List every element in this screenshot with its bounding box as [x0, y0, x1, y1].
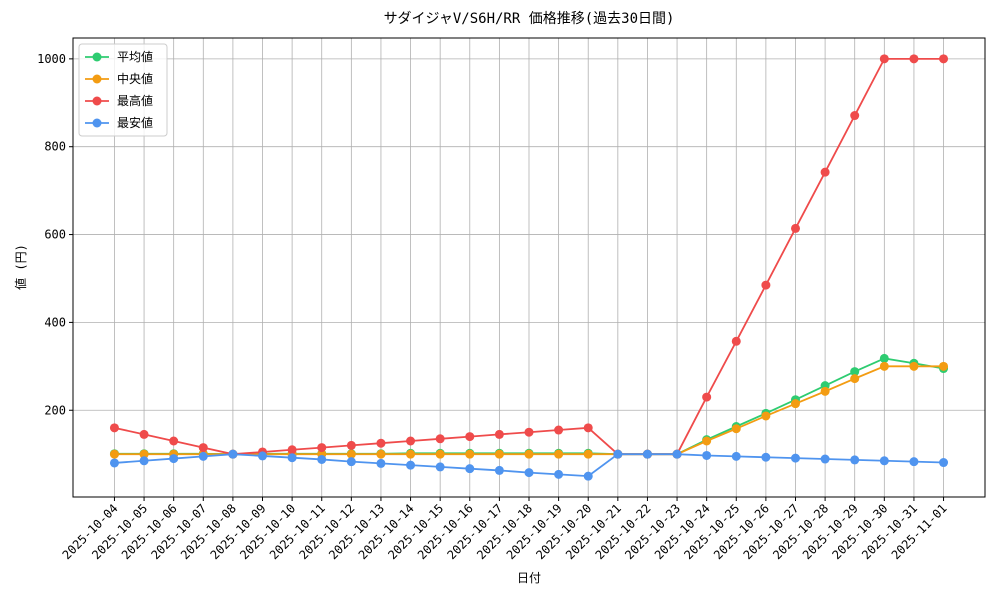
- data-point: [761, 411, 771, 421]
- y-tick-label: 800: [44, 140, 66, 154]
- data-point: [761, 280, 771, 290]
- legend-marker: [92, 52, 102, 62]
- plot-frame: [72, 37, 986, 498]
- data-point: [465, 449, 475, 459]
- data-point: [317, 454, 327, 464]
- data-point: [702, 392, 712, 402]
- y-axis-label: 値 (円): [13, 244, 28, 290]
- data-point: [554, 449, 564, 459]
- data-point: [406, 449, 416, 459]
- data-point: [939, 54, 949, 64]
- legend-marker: [92, 118, 102, 128]
- y-tick-label: 200: [44, 403, 66, 417]
- data-point: [494, 449, 504, 459]
- data-point: [524, 468, 534, 478]
- data-point: [909, 457, 919, 467]
- data-point: [376, 449, 386, 459]
- data-point: [406, 460, 416, 470]
- legend-label: 最高値: [117, 93, 153, 108]
- legend-label: 最安値: [117, 115, 153, 130]
- data-point: [109, 423, 119, 433]
- data-point: [850, 455, 860, 465]
- data-point: [731, 451, 741, 461]
- data-point: [494, 429, 504, 439]
- y-tick-label: 400: [44, 315, 66, 329]
- data-point: [879, 353, 889, 363]
- data-point: [731, 424, 741, 434]
- legend-box: [78, 43, 168, 137]
- data-point: [790, 453, 800, 463]
- data-point: [287, 453, 297, 463]
- data-point: [465, 464, 475, 474]
- data-point: [761, 452, 771, 462]
- data-point: [790, 223, 800, 233]
- data-point: [435, 449, 445, 459]
- data-point: [465, 432, 475, 442]
- data-point: [139, 456, 149, 466]
- data-point: [879, 361, 889, 371]
- x-axis-label: 日付: [517, 571, 541, 585]
- data-point: [346, 457, 356, 467]
- data-point: [228, 449, 238, 459]
- data-point: [672, 449, 682, 459]
- data-point: [109, 449, 119, 459]
- data-point: [109, 458, 119, 468]
- data-point: [346, 449, 356, 459]
- data-point: [198, 451, 208, 461]
- legend-label: 平均値: [117, 49, 153, 64]
- data-point: [850, 367, 860, 377]
- data-point: [169, 436, 179, 446]
- data-point: [583, 449, 593, 459]
- data-point: [524, 427, 534, 437]
- data-point: [939, 458, 949, 468]
- data-point: [879, 456, 889, 466]
- data-point: [820, 167, 830, 177]
- data-point: [139, 449, 149, 459]
- data-point: [642, 449, 652, 459]
- data-point: [850, 111, 860, 121]
- data-point: [554, 469, 564, 479]
- data-point: [169, 454, 179, 464]
- data-point: [554, 425, 564, 435]
- data-point: [790, 399, 800, 409]
- data-point: [287, 445, 297, 455]
- data-point: [909, 361, 919, 371]
- data-point: [435, 462, 445, 472]
- data-point: [583, 471, 593, 481]
- data-point: [317, 443, 327, 453]
- data-point: [583, 423, 593, 433]
- data-point: [820, 454, 830, 464]
- data-point: [879, 54, 889, 64]
- data-point: [820, 386, 830, 396]
- data-point: [376, 458, 386, 468]
- legend-label: 中央値: [117, 71, 153, 86]
- data-point: [850, 374, 860, 384]
- data-point: [494, 465, 504, 475]
- data-point: [198, 443, 208, 453]
- data-point: [613, 449, 623, 459]
- data-point: [939, 361, 949, 371]
- data-point: [702, 436, 712, 446]
- y-tick-label: 1000: [37, 52, 66, 66]
- chart-title: サダイジャV/S6H/RR 価格推移(過去30日間): [384, 11, 675, 27]
- data-point: [258, 451, 268, 461]
- data-point: [139, 429, 149, 439]
- data-point: [702, 450, 712, 460]
- data-point: [406, 436, 416, 446]
- data-point: [524, 449, 534, 459]
- legend-marker: [92, 96, 102, 106]
- y-tick-label: 600: [44, 228, 66, 242]
- data-point: [731, 336, 741, 346]
- legend-marker: [92, 74, 102, 84]
- data-point: [376, 438, 386, 448]
- data-point: [435, 434, 445, 444]
- data-point: [346, 440, 356, 450]
- data-point: [909, 54, 919, 64]
